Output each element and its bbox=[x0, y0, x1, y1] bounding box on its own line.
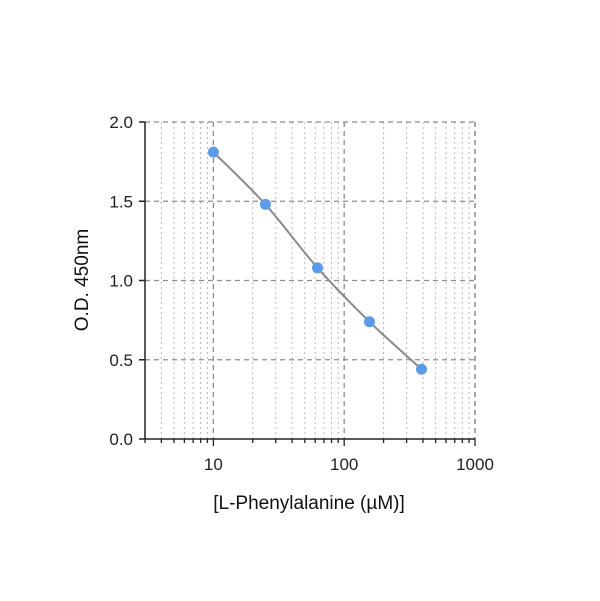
x-tick-label: 1000 bbox=[456, 455, 494, 474]
y-tick-label: 1.0 bbox=[109, 272, 133, 291]
fit-curve-layer bbox=[212, 151, 423, 370]
data-point bbox=[207, 146, 219, 158]
y-tick-label: 0.0 bbox=[109, 430, 133, 449]
data-point bbox=[416, 363, 428, 375]
data-point bbox=[363, 316, 375, 328]
x-tick-label: 100 bbox=[330, 455, 358, 474]
x-tick-label: 10 bbox=[204, 455, 223, 474]
grid bbox=[144, 121, 476, 439]
y-tick-label: 0.5 bbox=[109, 351, 133, 370]
fit-curve bbox=[212, 151, 423, 370]
axes bbox=[139, 121, 476, 446]
data-points bbox=[207, 146, 428, 375]
y-axis-label: O.D. 450nm bbox=[72, 229, 93, 331]
data-point bbox=[259, 198, 271, 210]
data-point bbox=[311, 262, 323, 274]
y-tick-label: 2.0 bbox=[109, 113, 133, 132]
x-axis-label: [L-Phenylalanine (µM)] bbox=[213, 493, 405, 514]
tick-labels: 0.0 0.5 1.0 1.5 2.0 10 100 1000 bbox=[109, 113, 494, 474]
y-tick-label: 1.5 bbox=[109, 192, 133, 211]
